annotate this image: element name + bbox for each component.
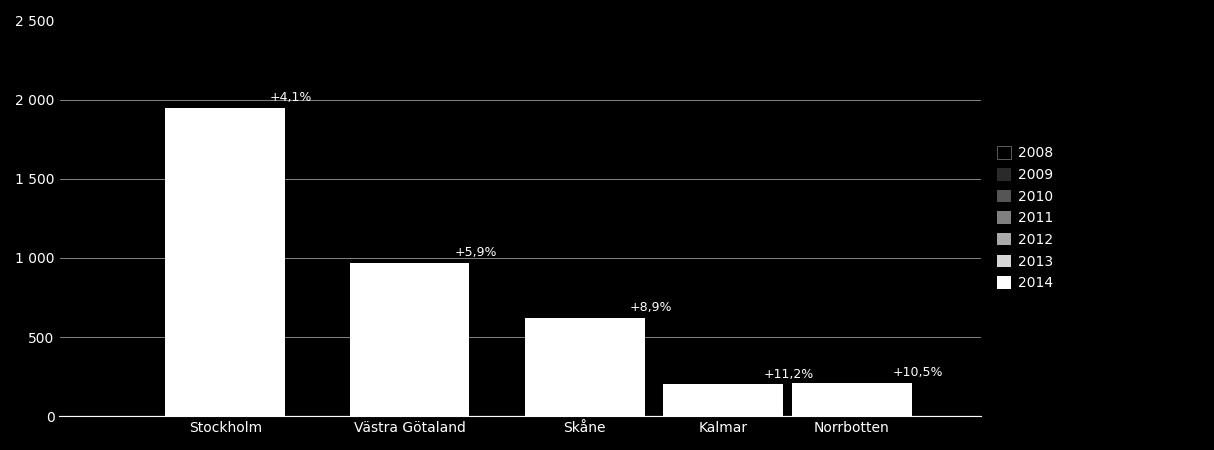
Bar (792, 383, 912, 416)
Bar (165, 139, 285, 416)
Bar (792, 391, 912, 416)
Text: +10,5%: +10,5% (892, 366, 943, 379)
Bar (524, 330, 645, 416)
Bar (663, 394, 783, 416)
Legend: 2008, 2009, 2010, 2011, 2012, 2013, 2014: 2008, 2009, 2010, 2011, 2012, 2013, 2014 (997, 146, 1053, 290)
Bar (524, 341, 645, 416)
Bar (524, 324, 645, 416)
Bar (792, 389, 912, 416)
Bar (350, 270, 470, 416)
Bar (792, 387, 912, 416)
Bar (165, 133, 285, 416)
Bar (524, 318, 645, 416)
Bar (350, 289, 470, 416)
Text: +4,1%: +4,1% (270, 90, 312, 104)
Text: +11,2%: +11,2% (764, 368, 813, 381)
Bar (663, 391, 783, 416)
Bar (350, 297, 470, 416)
Text: +5,9%: +5,9% (454, 246, 497, 259)
Bar (165, 126, 285, 416)
Text: +8,9%: +8,9% (629, 301, 671, 314)
Bar (663, 384, 783, 416)
Bar (663, 389, 783, 416)
Bar (350, 277, 470, 416)
Bar (792, 392, 912, 416)
Bar (165, 174, 285, 416)
Bar (165, 108, 285, 416)
Bar (165, 120, 285, 416)
Bar (350, 263, 470, 416)
Bar (524, 335, 645, 416)
Bar (165, 179, 285, 416)
Bar (792, 394, 912, 416)
Bar (524, 338, 645, 416)
Bar (524, 343, 645, 416)
Bar (350, 283, 470, 416)
Bar (663, 393, 783, 416)
Bar (663, 387, 783, 416)
Bar (792, 396, 912, 416)
Bar (663, 392, 783, 416)
Bar (350, 295, 470, 416)
